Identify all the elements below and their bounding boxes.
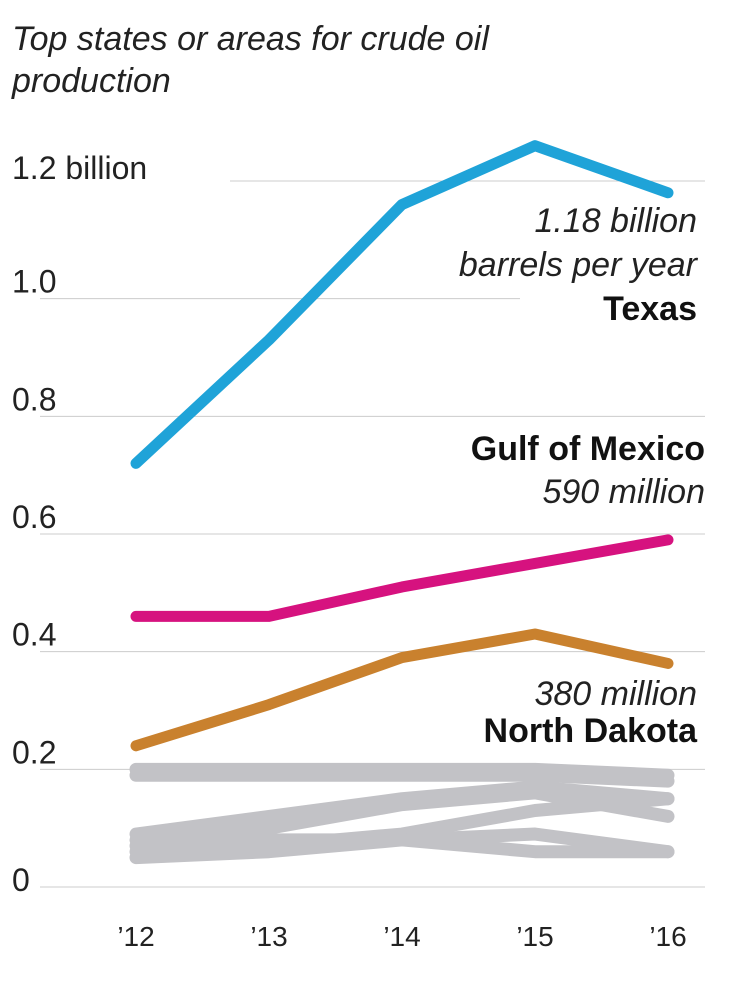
y-tick-label: 1.2 billion bbox=[12, 150, 147, 186]
chart-title: Top states or areas for crude oil produc… bbox=[12, 20, 489, 100]
annotation-label: Gulf of Mexico bbox=[471, 430, 705, 468]
y-tick-label: 1.0 bbox=[12, 264, 56, 300]
annotation-value: barrels per year bbox=[459, 246, 699, 284]
series-line-north-dakota bbox=[130, 628, 674, 752]
y-tick-label: 0.2 bbox=[12, 734, 56, 770]
annotation-value: 380 million bbox=[534, 675, 697, 713]
y-tick-label: 0.8 bbox=[12, 381, 56, 417]
series-line-texas bbox=[130, 140, 674, 469]
y-tick-label: 0 bbox=[12, 862, 30, 898]
y-tick-label: 0.4 bbox=[12, 617, 56, 653]
x-tick-label: ’12 bbox=[117, 921, 154, 952]
annotation-label: North Dakota bbox=[484, 712, 699, 750]
x-tick-label: ’16 bbox=[649, 921, 686, 952]
annotation-value: 1.18 billion bbox=[534, 202, 697, 240]
y-axis-ticks: 0 0.2 0.4 0.6 0.8 1.0 1.2 billion bbox=[12, 150, 147, 898]
other-states-series bbox=[129, 762, 675, 865]
series-line-gulf-of-mexico bbox=[130, 534, 674, 622]
highlighted-series bbox=[130, 140, 674, 752]
annotation-label: Texas bbox=[603, 290, 697, 328]
y-tick-label: 0.6 bbox=[12, 499, 56, 535]
annotations: 1.18 billion barrels per year Texas Gulf of… bbox=[459, 202, 705, 750]
x-tick-label: ’15 bbox=[516, 921, 553, 952]
x-tick-label: ’13 bbox=[250, 921, 287, 952]
x-tick-label: ’14 bbox=[383, 921, 420, 952]
series-line-other bbox=[129, 833, 675, 865]
x-axis-ticks: ’12 ’13 ’14 ’15 ’16 bbox=[117, 921, 686, 952]
annotation-value: 590 million bbox=[542, 473, 705, 511]
series-line-other bbox=[129, 762, 675, 782]
